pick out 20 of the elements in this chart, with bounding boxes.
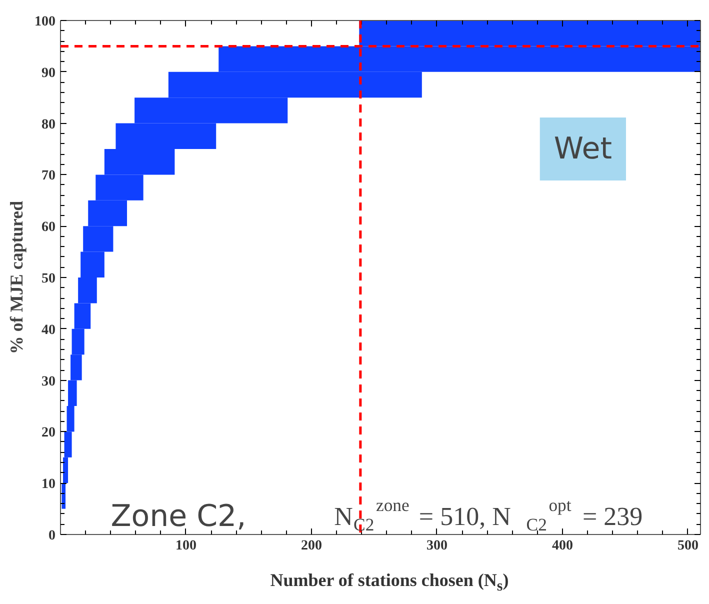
- annotation: Wet: [554, 132, 612, 166]
- x-tick-label: 100: [175, 538, 196, 554]
- y-tick-label: 50: [42, 272, 56, 286]
- x-tick-label: 300: [426, 538, 448, 554]
- y-tick-label: 60: [42, 220, 56, 236]
- x-tick-label: 500: [677, 538, 698, 554]
- y-axis-title: % of MJE captured: [6, 200, 26, 354]
- x-tick-label: 200: [300, 538, 322, 554]
- y-tick-label: 40: [42, 322, 56, 338]
- y-tick-label: 70: [42, 168, 56, 184]
- y-tick-label: 10: [42, 477, 56, 492]
- y-tick-label: 30: [42, 374, 56, 390]
- x-tick-label: 400: [552, 538, 573, 554]
- annotation: Zone C2,: [110, 499, 246, 534]
- y-tick-label: 0: [48, 528, 56, 544]
- y-tick-label: 100: [34, 14, 56, 30]
- y-tick-label: 90: [42, 66, 56, 81]
- y-tick-label: 20: [42, 426, 56, 441]
- x-axis-title: Number of stations chosen (N$_{s}$): [270, 569, 509, 597]
- y-tick-label: 80: [42, 117, 56, 132]
